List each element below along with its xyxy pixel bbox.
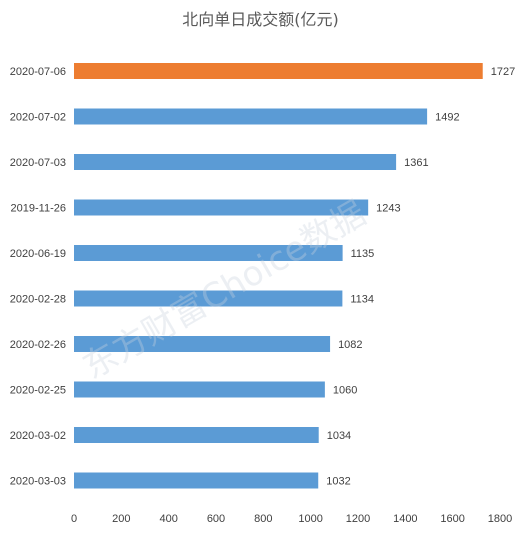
- data-label: 1134: [350, 294, 374, 306]
- x-tick-label: 800: [254, 513, 272, 525]
- bar-2020-02-28: [74, 290, 343, 307]
- data-label: 1082: [338, 339, 362, 351]
- x-tick-label: 1200: [346, 513, 370, 525]
- data-label: 1492: [435, 112, 459, 124]
- bar-2020-03-02: [74, 427, 319, 443]
- x-tick-label: 400: [159, 513, 177, 525]
- category-label: 2019-11-26: [11, 203, 66, 215]
- x-tick-label: 1000: [298, 513, 322, 525]
- bars-group: [74, 63, 483, 489]
- category-label: 2020-07-03: [10, 157, 66, 169]
- data-label: 1243: [376, 203, 400, 215]
- data-label: 1034: [327, 430, 351, 442]
- category-label: 2020-07-02: [10, 112, 66, 124]
- category-label: 2020-03-02: [10, 430, 66, 442]
- bar-2020-02-26: [74, 336, 331, 352]
- bar-2020-07-03: [74, 154, 397, 170]
- category-label: 2020-02-26: [10, 339, 66, 351]
- x-tick-label: 600: [207, 513, 225, 525]
- x-tick-label: 1800: [488, 513, 512, 525]
- bar-2020-03-03: [74, 472, 319, 489]
- category-label: 2020-06-19: [10, 248, 66, 260]
- x-tick-label: 1400: [393, 513, 417, 525]
- data-label: 1060: [333, 385, 357, 397]
- bar-2019-11-26: [74, 199, 369, 216]
- x-tick-label: 0: [71, 513, 77, 525]
- bar-2020-02-25: [74, 381, 325, 398]
- bar-2020-07-06: [74, 63, 483, 79]
- category-label: 2020-02-28: [10, 294, 66, 306]
- chart-title: 北向单日成交额(亿元): [182, 10, 339, 29]
- watermark: 东方财富Choice数据: [76, 193, 372, 387]
- x-tick-label: 200: [112, 513, 130, 525]
- data-labels: 1727 1492 1361 1243 1135 1134 1082 1060 1034 1032: [326, 66, 515, 488]
- data-label: 1135: [351, 248, 375, 260]
- category-label: 2020-02-25: [10, 385, 66, 397]
- x-axis-ticks: 0 200 400 600 800 1000 1200 1400 1600 1800: [71, 513, 512, 525]
- x-tick-label: 1600: [440, 513, 464, 525]
- data-label: 1361: [404, 157, 428, 169]
- bar-2020-06-19: [74, 245, 343, 261]
- category-labels: 2020-07-06 2020-07-02 2020-07-03 2019-11-26…: [10, 66, 66, 488]
- data-label: 1032: [326, 476, 350, 488]
- category-label: 2020-03-03: [10, 476, 66, 488]
- data-label: 1727: [491, 66, 515, 78]
- bar-2020-07-02: [74, 108, 428, 125]
- category-label: 2020-07-06: [10, 66, 66, 78]
